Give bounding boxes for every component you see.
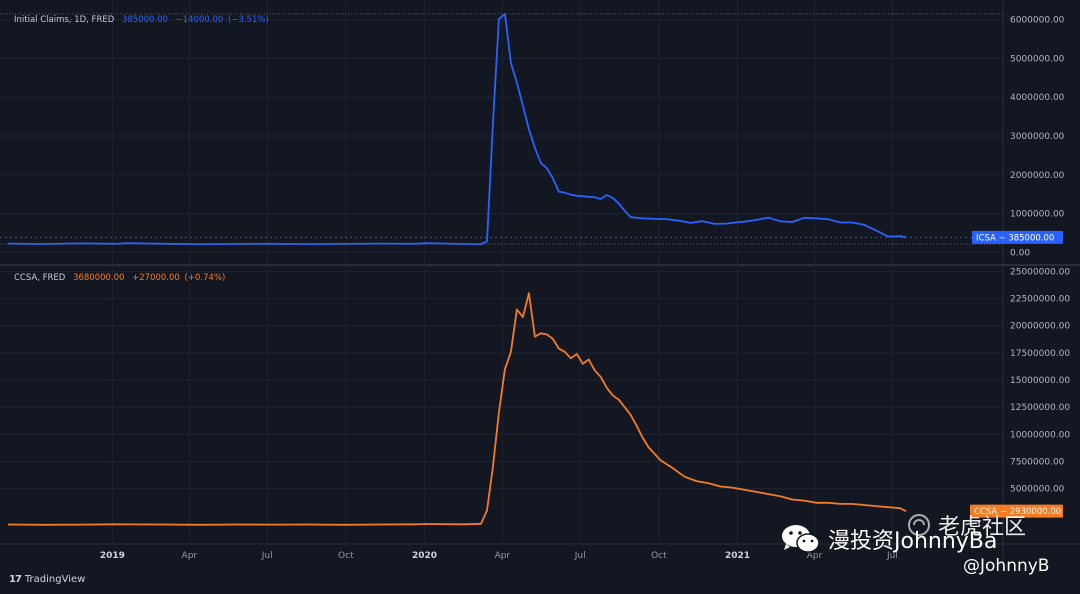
time-tick-label: 2020 bbox=[412, 551, 437, 561]
ccsa-last-value: 3680000.00 bbox=[73, 273, 125, 283]
wechat-watermark: 漫投资JohnnyBa bbox=[780, 522, 997, 556]
price-tick-label: 5000000.00 bbox=[1010, 485, 1065, 495]
ccsa-pane: 25000000.00 22500000.00 20000000.00 1750000… bbox=[0, 267, 1070, 526]
community-text: 老虎社区 bbox=[938, 515, 1027, 540]
ccsa-series-line bbox=[7, 292, 907, 526]
time-tick-label: Apr bbox=[807, 551, 823, 561]
icsa-last-value: 385000.00 bbox=[121, 15, 168, 25]
price-tick-label: 20000000.00 bbox=[1010, 322, 1070, 332]
time-tick-label: Jul bbox=[574, 551, 586, 561]
tiger-ring-icon bbox=[908, 514, 930, 536]
price-tick-label: 15000000.00 bbox=[1010, 376, 1070, 386]
price-tick-label: 10000000.00 bbox=[1010, 430, 1070, 440]
price-tick-label: 7500000.00 bbox=[1010, 458, 1065, 468]
wechat-account-text: 漫投资JohnnyBa bbox=[828, 529, 998, 554]
price-tick-label: 6000000.00 bbox=[1010, 16, 1065, 26]
icsa-series-name: Initial Claims, 1D, FRED bbox=[14, 15, 115, 25]
icsa-pane: 6000000.00 5000000.00 4000000.00 3000000.00… bbox=[0, 12, 1065, 258]
time-tick-label: Oct bbox=[338, 551, 354, 561]
time-tick-label: 2019 bbox=[100, 551, 125, 561]
time-tick-label: Oct bbox=[651, 551, 667, 561]
icsa-legend: Initial Claims, 1D, FRED 385000.00 −1400… bbox=[14, 15, 274, 25]
price-tick-label: 25000000.00 bbox=[1010, 267, 1070, 277]
tradingview-brand[interactable]: 17 TradingView bbox=[9, 574, 85, 585]
wechat-icon bbox=[782, 525, 820, 553]
price-tick-label: 0.00 bbox=[1010, 248, 1030, 258]
price-badge bbox=[970, 504, 1063, 518]
handle-watermark: @JohnnyB bbox=[963, 556, 1050, 576]
price-tick-label: 2000000.00 bbox=[1010, 171, 1065, 181]
price-tick-label: 1000000.00 bbox=[1010, 210, 1065, 220]
time-tick-label: Apr bbox=[495, 551, 511, 561]
price-tick-label: 4000000.00 bbox=[1010, 93, 1065, 103]
time-tick-label: Jul bbox=[886, 551, 898, 561]
community-watermark: 老虎社区 bbox=[906, 509, 1026, 541]
time-tick-label: Apr bbox=[182, 551, 198, 561]
price-tick-label: 12500000.00 bbox=[1010, 403, 1070, 413]
price-tick-label: 5000000.00 bbox=[1010, 54, 1065, 64]
price-tick-label: 3000000.00 bbox=[1010, 132, 1065, 142]
price-tick-label: 22500000.00 bbox=[1010, 295, 1070, 305]
time-tick-label: Jul bbox=[261, 551, 273, 561]
ccsa-change: +27000.00 bbox=[132, 273, 180, 283]
price-badge-text: CCSA − 2930000.00 bbox=[974, 507, 1061, 517]
icsa-series-line bbox=[7, 12, 907, 246]
tradingview-label: TradingView bbox=[24, 574, 86, 585]
ccsa-series-name: CCSA, FRED bbox=[14, 273, 66, 283]
icsa-change-pct: (−3.51%) bbox=[228, 15, 269, 25]
tradingview-logo-icon: 17 bbox=[9, 574, 22, 585]
icsa-change: −14000.00 bbox=[175, 15, 224, 25]
ccsa-legend: CCSA, FRED 3680000.00 +27000.00 (+0.74%) bbox=[14, 273, 230, 283]
price-badge-text: ICSA − 385000.00 bbox=[976, 233, 1054, 243]
price-tick-label: 17500000.00 bbox=[1010, 349, 1070, 359]
time-tick-label: 2021 bbox=[725, 551, 750, 561]
price-badge bbox=[972, 230, 1063, 244]
ccsa-change-pct: (+0.74%) bbox=[184, 273, 226, 283]
